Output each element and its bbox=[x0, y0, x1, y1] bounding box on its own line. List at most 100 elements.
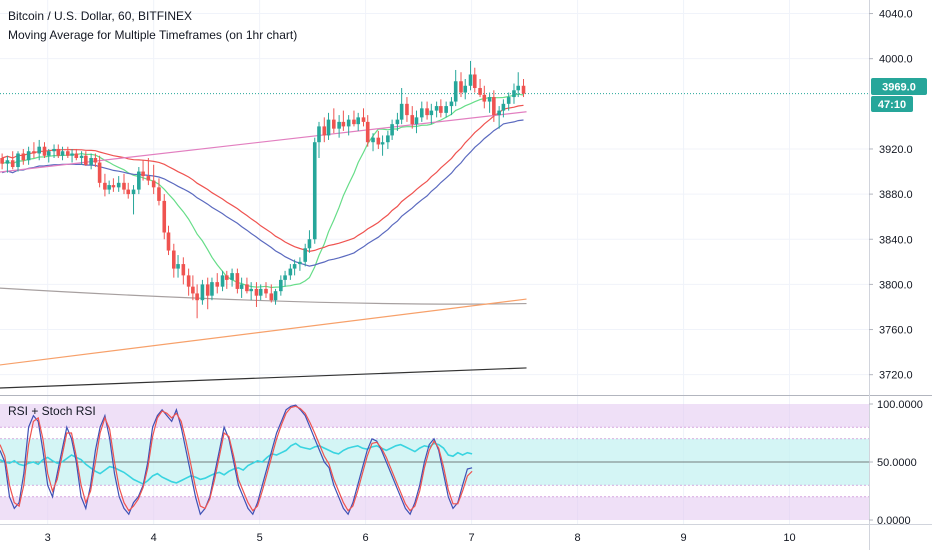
candle-up bbox=[79, 155, 84, 158]
candle-up bbox=[288, 268, 293, 276]
candle-up bbox=[326, 119, 331, 136]
candle-up bbox=[137, 171, 141, 190]
candle-down bbox=[66, 151, 70, 156]
candle-up bbox=[463, 85, 468, 93]
ma-red-line bbox=[1, 104, 524, 253]
candle-up bbox=[317, 126, 321, 143]
ma-pink-line bbox=[0, 111, 527, 173]
time-axis[interactable]: 3 4 5 6 7 8 9 10 bbox=[45, 532, 796, 544]
candle-up bbox=[444, 106, 448, 113]
ma-black-line bbox=[0, 367, 527, 389]
candle-down bbox=[42, 146, 47, 156]
candle-down bbox=[205, 284, 210, 296]
ma-grey-line bbox=[0, 287, 527, 305]
time-tick-label: 8 bbox=[575, 532, 581, 544]
candle-up bbox=[453, 81, 458, 102]
candle-down bbox=[186, 275, 191, 287]
candle-down bbox=[191, 286, 195, 294]
countdown-value: 47:10 bbox=[878, 99, 906, 111]
candle-up bbox=[116, 182, 121, 188]
stoch-band bbox=[0, 496, 869, 520]
candle-up bbox=[258, 288, 263, 296]
candle-up bbox=[220, 275, 225, 287]
candle-down bbox=[332, 119, 336, 129]
candle-up bbox=[497, 110, 501, 116]
price-tick-label: 4000.0 bbox=[879, 54, 913, 66]
main-grid bbox=[0, 0, 869, 395]
candle-down bbox=[32, 151, 36, 154]
candle-down bbox=[93, 158, 98, 163]
candle-up bbox=[52, 148, 56, 152]
candle-up bbox=[399, 103, 404, 120]
time-tick-label: 4 bbox=[151, 532, 157, 544]
candle-up bbox=[292, 264, 297, 269]
candle-up bbox=[356, 117, 360, 125]
oscillator-title: RSI + Stoch RSI bbox=[8, 404, 96, 418]
candle-up bbox=[283, 275, 287, 280]
candle-up bbox=[5, 160, 10, 164]
candle-up bbox=[307, 239, 312, 249]
indicator-title: Moving Average for Multiple Timeframes (… bbox=[8, 28, 298, 42]
oscillator-tick-label: 50.0000 bbox=[877, 457, 917, 469]
price-axis[interactable]: 4040.0 4000.0 3920.0 3880.0 3840.0 3800.0 3760… bbox=[869, 9, 913, 382]
candle-down bbox=[425, 108, 429, 116]
ma-fast-line bbox=[1, 93, 524, 289]
candle-up bbox=[429, 110, 434, 116]
candle-up bbox=[239, 284, 244, 289]
candle-down bbox=[439, 106, 443, 113]
candle-down bbox=[111, 185, 116, 188]
candle-down bbox=[405, 103, 409, 116]
price-tick-label: 3840.0 bbox=[879, 234, 913, 246]
candle-down bbox=[492, 97, 496, 116]
candlestick-series bbox=[0, 60, 526, 319]
candle-down bbox=[84, 155, 88, 165]
candle-down bbox=[376, 137, 381, 145]
time-tick-label: 3 bbox=[45, 532, 51, 544]
oscillator-tick-label: 100.0000 bbox=[877, 399, 923, 411]
candle-down bbox=[341, 121, 346, 127]
candle-up bbox=[131, 189, 136, 195]
candle-down bbox=[141, 171, 145, 177]
candle-up bbox=[46, 151, 51, 156]
candle-up bbox=[60, 151, 65, 156]
candle-down bbox=[56, 148, 61, 156]
time-tick-label: 6 bbox=[363, 532, 369, 544]
time-tick-label: 9 bbox=[680, 532, 686, 544]
candle-up bbox=[337, 121, 341, 129]
price-tick-label: 3880.0 bbox=[879, 189, 913, 201]
candle-up bbox=[419, 108, 424, 118]
candle-up bbox=[70, 153, 74, 156]
candle-down bbox=[157, 187, 161, 201]
candle-up bbox=[303, 248, 308, 262]
candle-down bbox=[215, 282, 220, 287]
candle-down bbox=[410, 115, 415, 125]
candle-down bbox=[264, 288, 268, 294]
candle-up bbox=[279, 279, 283, 292]
candle-down bbox=[97, 162, 102, 183]
candle-down bbox=[166, 232, 171, 251]
candle-down bbox=[0, 158, 4, 164]
candle-up bbox=[380, 142, 385, 145]
candle-down bbox=[172, 250, 176, 269]
candle-up bbox=[512, 90, 516, 98]
oscillator-axis[interactable]: 100.0000 50.0000 0.0000 bbox=[869, 399, 923, 527]
candle-down bbox=[151, 180, 156, 188]
time-tick-label: 10 bbox=[783, 532, 795, 544]
oscillator-tick-label: 0.0000 bbox=[877, 515, 911, 527]
candle-up bbox=[468, 74, 473, 86]
candle-down bbox=[254, 288, 259, 296]
candle-up bbox=[273, 291, 278, 301]
candle-up bbox=[298, 261, 302, 265]
candle-up bbox=[501, 103, 506, 111]
candle-up bbox=[37, 146, 42, 154]
candle-down bbox=[245, 284, 249, 292]
candle-up bbox=[386, 135, 390, 143]
candle-up bbox=[414, 117, 419, 125]
candle-down bbox=[146, 176, 151, 181]
candle-up bbox=[200, 284, 205, 301]
candle-down bbox=[195, 293, 199, 301]
stoch-k-line bbox=[0, 404, 473, 516]
candle-down bbox=[322, 126, 327, 136]
candle-down bbox=[352, 119, 356, 125]
